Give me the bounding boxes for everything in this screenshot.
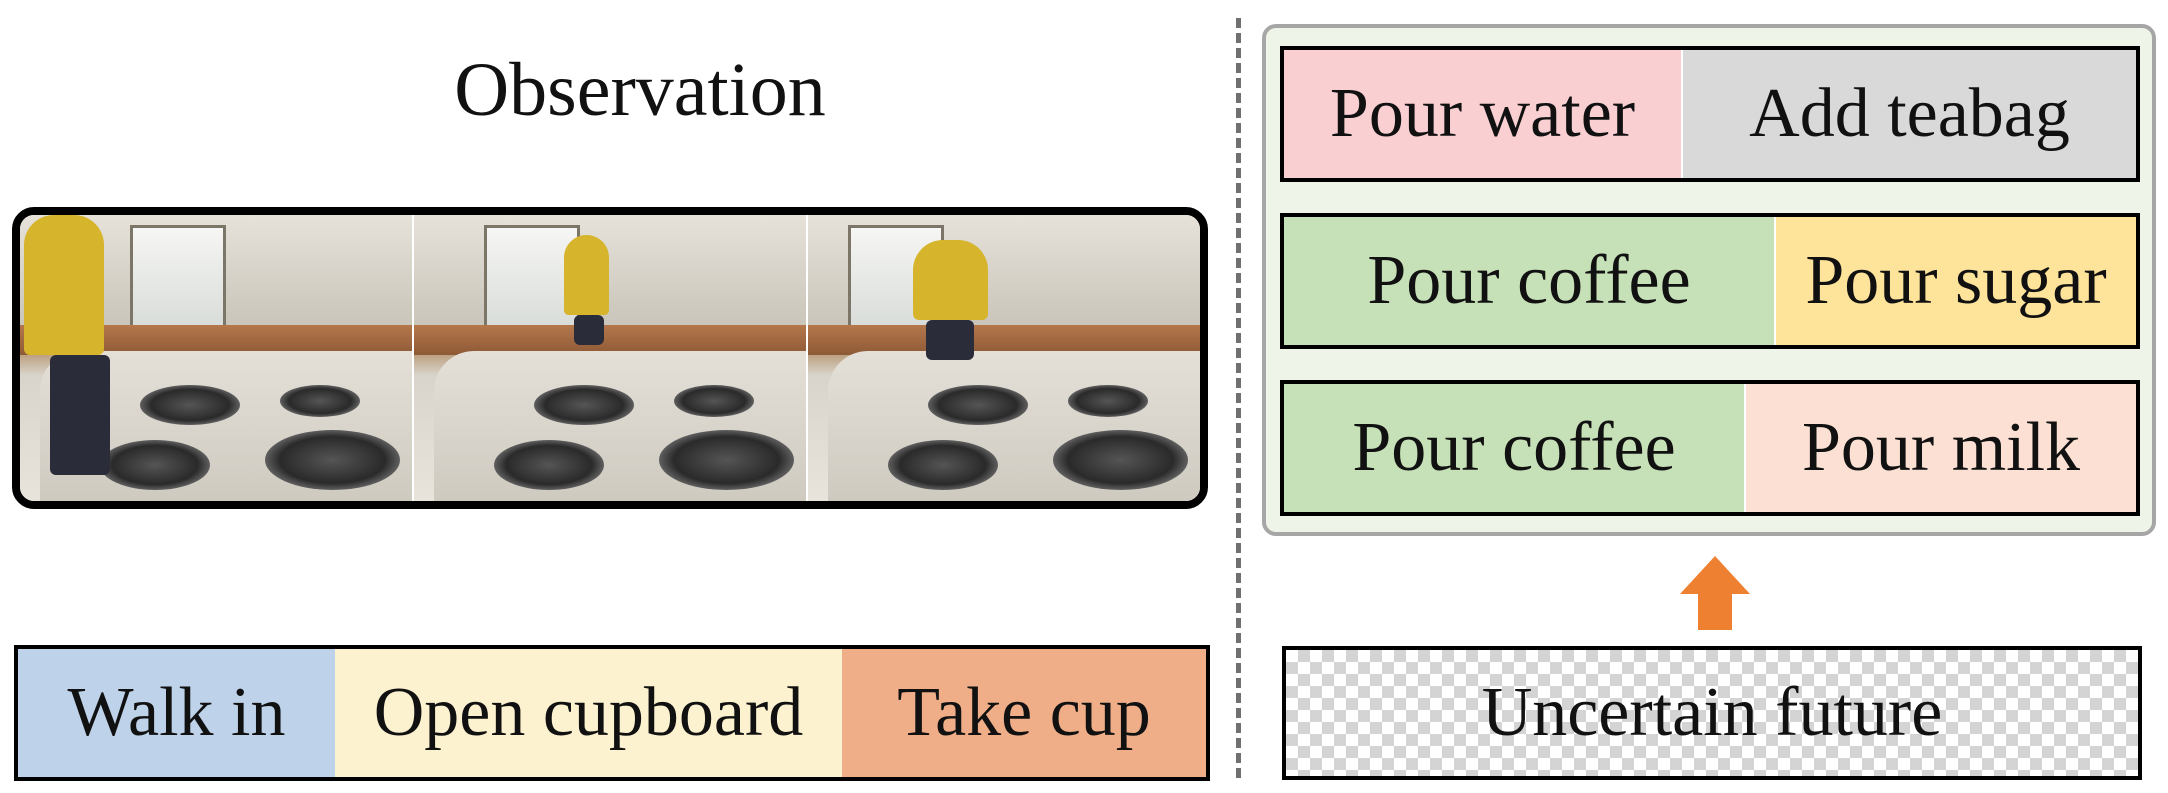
action-segment-pour-milk: Pour milk: [1744, 384, 2136, 512]
observation-frame-1: [20, 215, 412, 501]
action-segment-open-cupboard: Open cupboard: [335, 649, 842, 777]
action-segment-add-teabag: Add teabag: [1681, 50, 2136, 178]
observation-filmstrip: [12, 207, 1208, 509]
person-figure: [24, 215, 104, 355]
action-segment-pour-water: Pour water: [1284, 50, 1681, 178]
prediction-row-3: Pour coffee Pour milk: [1280, 380, 2140, 516]
action-segment-pour-coffee: Pour coffee: [1284, 217, 1774, 345]
observation-frame-2: [412, 215, 806, 501]
stove-plate: [280, 385, 360, 417]
stove-plate: [659, 430, 794, 490]
prediction-row-2: Pour coffee Pour sugar: [1280, 213, 2140, 349]
stove-plate: [265, 430, 400, 490]
person-legs: [574, 315, 604, 345]
action-segment-pour-sugar: Pour sugar: [1774, 217, 2136, 345]
stove-plate: [928, 385, 1028, 425]
kitchen-counter: [414, 325, 806, 355]
uncertain-future-label: Uncertain future: [1481, 674, 1943, 751]
up-arrow-icon: [1680, 556, 1750, 630]
stove-plate: [1053, 430, 1188, 490]
kitchen-counter: [808, 325, 1200, 355]
action-segment-walk-in: Walk in: [18, 649, 335, 777]
kitchen-window: [130, 225, 226, 331]
action-segment-pour-coffee: Pour coffee: [1284, 384, 1744, 512]
stove-plate: [494, 440, 604, 490]
stove-plate: [1068, 385, 1148, 417]
uncertain-future-box: Uncertain future: [1282, 646, 2142, 780]
person-figure: [913, 240, 988, 320]
observation-frame-3: [806, 215, 1200, 501]
person-legs: [50, 355, 110, 475]
observation-title: Observation: [454, 48, 826, 132]
stove-plate: [534, 385, 634, 425]
stove-plate: [674, 385, 754, 417]
person-figure: [564, 235, 609, 315]
stove-plate: [100, 440, 210, 490]
past-action-bar: Walk in Open cupboard Take cup: [14, 645, 1210, 781]
person-legs: [926, 320, 974, 360]
stove-plate: [888, 440, 998, 490]
action-segment-take-cup: Take cup: [842, 649, 1206, 777]
stove-plate: [140, 385, 240, 425]
prediction-row-1: Pour water Add teabag: [1280, 46, 2140, 182]
section-divider: [1236, 18, 1241, 778]
